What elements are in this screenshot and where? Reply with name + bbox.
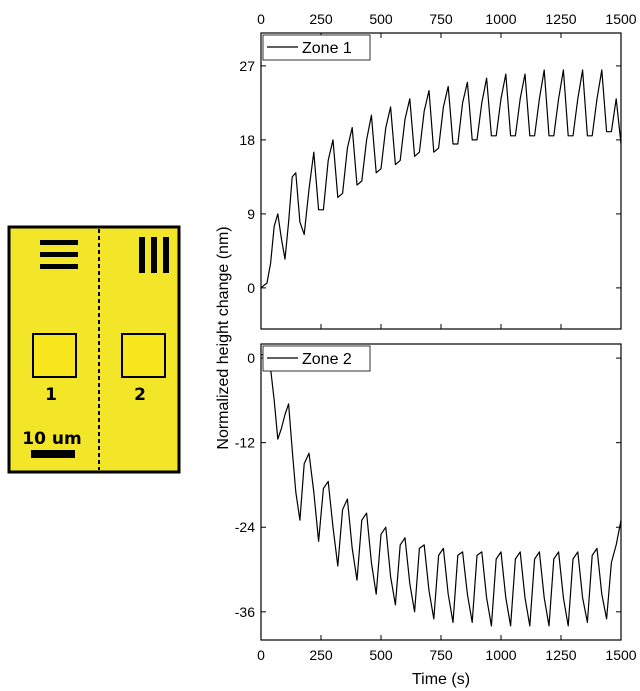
y-axis-title: Normalized height change (nm) [215, 226, 232, 449]
x-axis-ticks-zone-1 [260, 324, 622, 329]
top-x-tick-label: 0 [257, 11, 265, 27]
bottom-x-axis: 0 250 500 750 1000 1250 1500 [257, 635, 637, 663]
plot-frame-zone-1 [260, 32, 622, 330]
top-x-tick-label: 1250 [545, 11, 576, 27]
top-x-tick-label: 1000 [485, 11, 516, 27]
x-tick-label: 1250 [545, 647, 576, 663]
x-axis-title: Time (s) [412, 671, 470, 688]
region-1-label: 1 [45, 385, 57, 405]
region-2-square [121, 333, 166, 378]
region-2-label: 2 [134, 385, 146, 405]
x-tick-label: 500 [369, 647, 393, 663]
y-axis-zone-2: 0 -12 -24 -36 [235, 350, 621, 620]
y-tick-label: 0 [247, 280, 255, 296]
top-x-tick-label: 1500 [605, 11, 636, 27]
legend-zone-1: Zone 1 [262, 34, 371, 61]
y-tick-label: 0 [247, 350, 255, 366]
y-tick-label: 27 [239, 58, 255, 74]
x-tick-label: 250 [309, 647, 333, 663]
x-tick-label: 0 [257, 647, 265, 663]
chart-zone-2: 0 -12 -24 -36 0 250 500 750 1000 1250 1500 Zone 2 [235, 343, 637, 663]
legend-zone-2: Zone 2 [262, 345, 371, 372]
horizontal-lines-pattern [40, 240, 78, 269]
legend-label-zone-2: Zone 2 [302, 351, 352, 368]
scale-bar [31, 450, 75, 458]
scale-bar-label: 10 um [22, 429, 81, 449]
region-1-square [32, 333, 77, 378]
sample-schematic: 1 2 10 um [7, 225, 181, 474]
y-tick-label: 18 [239, 132, 255, 148]
y-tick-label: -36 [235, 604, 255, 620]
y-tick-label: 9 [247, 206, 255, 222]
top-x-axis: 0 250 500 750 1000 1250 1500 [257, 11, 637, 38]
y-tick-label: -12 [235, 435, 255, 451]
x-tick-label: 1000 [485, 647, 516, 663]
top-x-tick-label: 250 [309, 11, 333, 27]
top-x-tick-label: 750 [429, 11, 453, 27]
legend-label-zone-1: Zone 1 [302, 40, 352, 57]
series-line-zone-2 [261, 354, 622, 627]
y-axis-zone-1: 0 9 18 27 [239, 58, 621, 296]
series-line-zone-1 [260, 69, 622, 289]
y-tick-label: -24 [235, 519, 255, 535]
chart-zone-1: 0 250 500 750 1000 1250 1500 0 9 18 27 Zone 1 [239, 11, 637, 330]
plot-frame-zone-2 [260, 343, 622, 641]
x-tick-label: 750 [429, 647, 453, 663]
vertical-lines-pattern [139, 237, 169, 273]
x-tick-label: 1500 [605, 647, 636, 663]
top-x-tick-label: 500 [369, 11, 393, 27]
